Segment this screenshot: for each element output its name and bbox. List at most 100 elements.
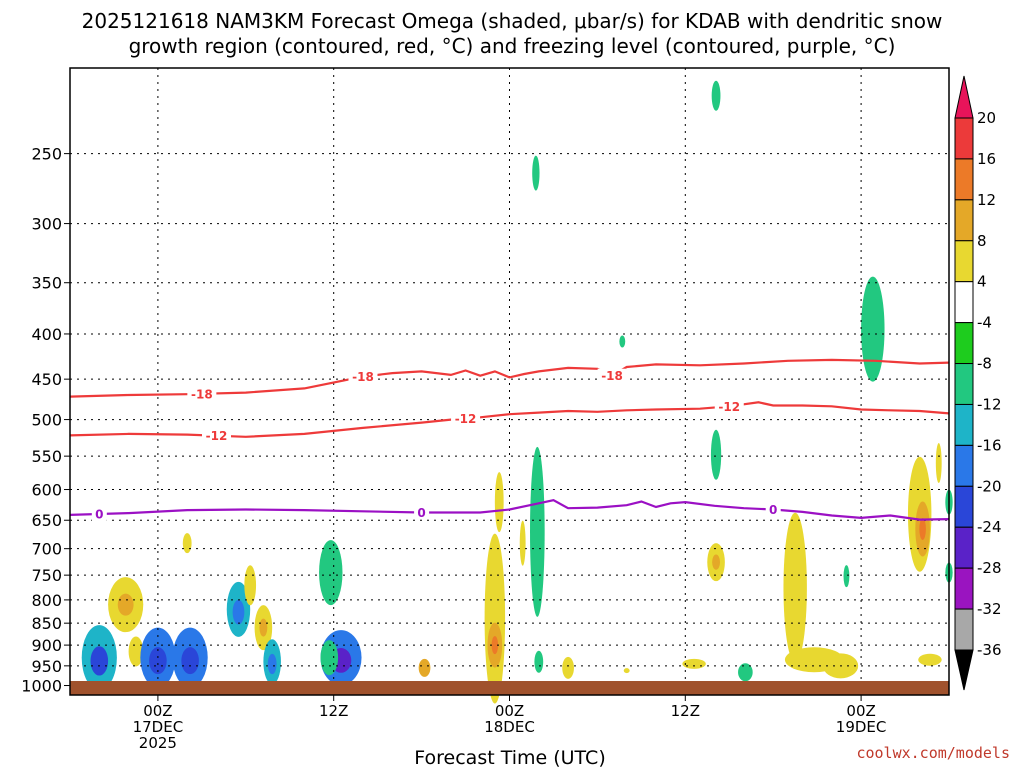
- omega-cell-core-26: [712, 554, 721, 570]
- contour-label-0: 0: [769, 503, 777, 517]
- colorbar-box-1: [954, 158, 974, 201]
- contour-label-bg-1-1: [451, 411, 481, 426]
- y-tick-label-450: 450: [31, 370, 62, 389]
- colorbar-box-8: [954, 444, 974, 487]
- colorbar-box-6: [954, 363, 974, 405]
- contour-line-0: [69, 499, 950, 521]
- contour-label-bg-0-1: [348, 369, 378, 384]
- x-tick-label-4-1: 19DEC: [836, 718, 887, 736]
- y-tick-label-800: 800: [31, 591, 62, 610]
- omega-cell-core-0: [90, 646, 109, 676]
- colorbar-box-10: [954, 526, 974, 569]
- omega-cell-core-2: [117, 593, 134, 616]
- omega-shading: [81, 80, 953, 704]
- colorbar-label-2: 12: [977, 191, 996, 209]
- colorbar-label-13: -36: [977, 641, 1002, 659]
- y-tick-label-850: 850: [31, 614, 62, 633]
- omega-cell-10: [319, 540, 343, 606]
- y-tick-label-950: 950: [31, 657, 62, 676]
- colorbar-box-7: [954, 403, 974, 446]
- omega-cell-23: [623, 668, 630, 674]
- omega-cell-12: [320, 640, 339, 676]
- colorbar-label-4: 4: [977, 273, 987, 291]
- y-tick-label-300: 300: [31, 215, 62, 234]
- contour-label-bg-1-0: [202, 428, 231, 443]
- omega-cell-18: [530, 446, 545, 617]
- colorbar-top-triangle: [954, 75, 974, 119]
- omega-cell-14: [484, 533, 506, 704]
- omega-cell-core-13: [421, 664, 428, 672]
- x-tick-label-4-0: 00Z: [846, 702, 875, 720]
- omega-cell-20: [532, 155, 540, 191]
- x-axis-label: Forecast Time (UTC): [414, 747, 605, 768]
- colorbar-bottom-triangle: [954, 649, 974, 691]
- colorbar-label-6: -8: [977, 355, 992, 373]
- colorbar-box-11: [954, 567, 974, 610]
- colorbar-label-11: -28: [977, 559, 1002, 577]
- x-tick-label-3-0: 12Z: [671, 702, 700, 720]
- contour-label-0: 0: [417, 506, 425, 520]
- contour-label-bg-1-2: [714, 399, 744, 414]
- x-tick-label-2-0: 00Z: [495, 702, 524, 720]
- colorbar-box-4: [954, 281, 974, 324]
- y-tick-label-500: 500: [31, 411, 62, 430]
- x-tick-label-2-1: 18DEC: [484, 718, 535, 736]
- colorbar: 20 16 12 8 4 -4 -8 -12 -16 -20 -24 -28 -32 -36: [954, 75, 1002, 691]
- colorbar-label-10: -24: [977, 518, 1002, 536]
- colorbar-box-2: [954, 199, 974, 242]
- y-tick-label-550: 550: [31, 447, 62, 466]
- omega-cell-28: [738, 663, 753, 682]
- contour-label--12: -12: [718, 400, 740, 414]
- y-tick-label-250: 250: [31, 145, 62, 164]
- contour-label-bg-0-0: [187, 386, 217, 401]
- colorbar-label-1: 16: [977, 150, 996, 168]
- temperature-contours: -18 -18 -18 -12 -12 -12 0 0 0: [69, 358, 950, 521]
- omega-cell-7: [244, 565, 257, 606]
- omega-cell-1: [128, 636, 144, 667]
- colorbar-box-9: [954, 485, 974, 528]
- omega-cell-core-8: [259, 618, 268, 637]
- contour-label-0: 0: [95, 507, 103, 521]
- omega-cell-core-35: [919, 517, 926, 540]
- colorbar-label-5: -4: [977, 314, 992, 332]
- omega-cell-core-4: [181, 647, 199, 675]
- y-tick-label-600: 600: [31, 481, 62, 500]
- contour-label-bg-2-1: [414, 505, 430, 520]
- omega-cell-core-15: [491, 636, 499, 655]
- x-tick-label-1-0: 12Z: [319, 702, 348, 720]
- contour-label-bg-2-0: [91, 506, 107, 521]
- chart-title-line-2: growth region (contoured, red, °C) and f…: [129, 34, 896, 58]
- contour-label-bg-2-2: [765, 502, 781, 517]
- omega-cell-17: [519, 520, 526, 566]
- contour-label--12: -12: [455, 412, 477, 426]
- contour-label--18: -18: [352, 370, 374, 384]
- colorbar-label-12: -32: [977, 600, 1002, 618]
- omega-cell-36: [918, 653, 942, 666]
- colorbar-box-3: [954, 240, 974, 283]
- omega-cell-5: [182, 533, 192, 554]
- omega-cell-33: [861, 276, 885, 382]
- omega-cell-core-3: [149, 647, 167, 675]
- contour-label--18: -18: [601, 369, 623, 383]
- omega-cell-21: [562, 656, 574, 679]
- contour-label--18: -18: [191, 387, 213, 401]
- y-tick-label-900: 900: [31, 636, 62, 655]
- colorbar-label-9: -20: [977, 477, 1002, 495]
- colorbar-label-8: -16: [977, 436, 1002, 454]
- credit-text: coolwx.com/models: [856, 744, 1010, 762]
- colorbar-box-5: [954, 322, 974, 365]
- colorbar-box-0: [954, 117, 974, 160]
- gridlines: [70, 68, 949, 695]
- colorbar-label-3: 8: [977, 232, 987, 250]
- y-tick-label-400: 400: [31, 325, 62, 344]
- x-tick-label-0-0: 00Z: [143, 702, 172, 720]
- omega-cell-32: [843, 565, 850, 588]
- omega-cell-16: [494, 472, 504, 533]
- contour-line--12: [69, 401, 950, 438]
- colorbar-box-12: [954, 608, 974, 651]
- omega-cell-37: [935, 443, 942, 484]
- y-tick-label-750: 750: [31, 566, 62, 585]
- y-tick-label-350: 350: [31, 274, 62, 293]
